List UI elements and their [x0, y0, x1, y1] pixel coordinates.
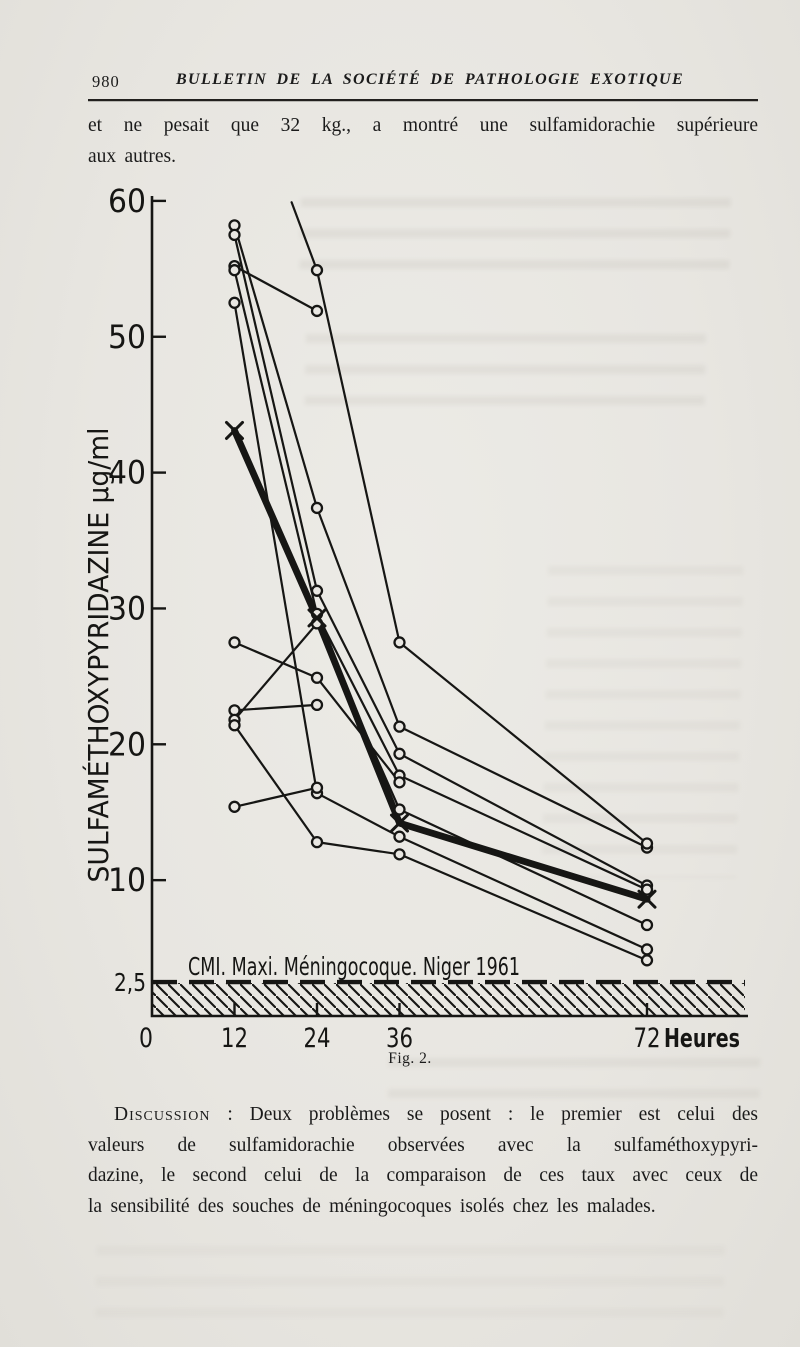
data-point-circle — [310, 584, 324, 597]
y-tick-label: 10 — [108, 861, 146, 899]
x-tick-label: 24 — [304, 1023, 331, 1054]
y-tick-label: 30 — [108, 589, 146, 627]
discussion-line: la sensibilité des souches de méningocoq… — [88, 1195, 656, 1217]
data-point-circle — [310, 781, 324, 794]
x-tick-label: 12 — [221, 1023, 248, 1054]
data-point-circle — [393, 830, 406, 843]
patient-line — [290, 201, 649, 845]
discussion-lead-word: Discussion — [114, 1104, 211, 1125]
intro-paragraph: et ne pesait que 32 kg., a montré une su… — [88, 110, 758, 172]
patient-line — [233, 265, 319, 312]
x-tick-label: 0 — [139, 1023, 153, 1054]
x-tick-label: 36 — [386, 1023, 413, 1054]
data-point-circle — [393, 720, 406, 733]
mean-line — [231, 427, 651, 903]
patient-line — [233, 224, 649, 849]
data-point-x-marker — [307, 608, 327, 628]
data-point-circle — [228, 719, 241, 732]
data-point-circle — [228, 800, 241, 813]
patient-line — [233, 233, 649, 887]
data-point-x-marker — [637, 889, 657, 909]
patient-line — [233, 703, 319, 712]
figure-caption: Fig. 2. — [388, 1050, 432, 1067]
y-tick-label: 20 — [108, 725, 146, 763]
y-tick-label: 50 — [108, 318, 146, 356]
data-point-circle — [640, 918, 654, 932]
discussion-line: dazine, le second celui de la comparaiso… — [88, 1165, 758, 1186]
patient-line — [233, 724, 649, 962]
data-point-circle — [640, 954, 654, 967]
data-point-circle — [393, 636, 406, 649]
data-point-circle — [228, 264, 241, 277]
data-point-circle — [640, 837, 654, 850]
data-point-circle — [310, 501, 324, 515]
data-point-circle — [393, 848, 406, 861]
data-point-circle — [393, 803, 406, 816]
data-point-circle — [393, 747, 406, 760]
x-axis-unit-label: Heures — [664, 1024, 740, 1054]
cmi-label: CMI. Maxi. Méningocoque. Niger 1961 — [188, 952, 520, 981]
patient-line — [233, 786, 319, 808]
patient-line — [233, 269, 649, 891]
y-axis-title: SULFAMÉTHOXYPYRIDAZINE µg/ml — [81, 428, 115, 883]
discussion-paragraph: Discussion : Deux problèmes se posent : … — [88, 1100, 758, 1222]
patient-line — [233, 301, 649, 951]
data-point-circle — [228, 228, 241, 242]
data-point-circle — [310, 264, 324, 277]
data-point-circle — [310, 671, 324, 684]
cmi-threshold-band — [152, 983, 745, 1016]
data-point-circle — [640, 883, 654, 896]
discussion-line: valeurs de sulfamidorachie observées ave… — [88, 1134, 758, 1156]
axis-lines — [150, 196, 748, 1018]
intro-line: et ne pesait que 32 kg., a montré une su… — [88, 115, 758, 136]
y-tick-label: 60 — [108, 182, 146, 220]
intro-line: aux autres. — [88, 146, 176, 167]
discussion-lines: valeurs de sulfamidorachie observées ave… — [88, 1131, 758, 1223]
header-rule — [88, 99, 758, 101]
data-point-x-marker — [390, 813, 409, 833]
cmi-value-label: 2,5 — [114, 968, 146, 997]
data-point-circle — [640, 943, 654, 956]
data-point-circle — [310, 698, 324, 712]
data-point-circle — [228, 636, 241, 649]
discussion-first-line: Discussion : Deux problèmes se posent : … — [88, 1100, 758, 1131]
data-point-circle — [393, 776, 406, 789]
journal-title: BULLETIN DE LA SOCIÉTÉ DE PATHOLOGIE EXO… — [175, 71, 685, 88]
y-tick-label: 40 — [108, 454, 146, 492]
data-point-x-marker — [225, 420, 244, 440]
data-point-circle — [228, 296, 241, 309]
data-point-circle — [310, 304, 324, 318]
discussion-first-line-rest: : Deux problèmes se posent : le premier … — [210, 1104, 758, 1125]
data-point-circle — [310, 835, 324, 849]
x-tick-label: 72 — [634, 1023, 661, 1054]
page-number: 980 — [92, 72, 120, 91]
